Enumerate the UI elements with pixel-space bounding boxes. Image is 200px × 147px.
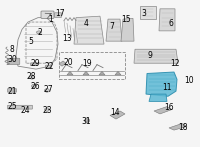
- FancyBboxPatch shape: [8, 105, 32, 109]
- Polygon shape: [67, 71, 73, 75]
- Text: 22: 22: [44, 62, 54, 71]
- Text: 9: 9: [148, 51, 152, 60]
- Text: 30: 30: [7, 55, 17, 64]
- Polygon shape: [154, 107, 172, 114]
- Polygon shape: [106, 19, 122, 41]
- Circle shape: [84, 119, 90, 122]
- Text: 14: 14: [110, 108, 120, 117]
- Polygon shape: [59, 61, 66, 66]
- Text: 26: 26: [30, 82, 40, 91]
- Text: 19: 19: [82, 59, 92, 69]
- FancyBboxPatch shape: [46, 65, 51, 68]
- Circle shape: [45, 108, 49, 111]
- Text: 27: 27: [43, 85, 53, 94]
- Polygon shape: [149, 94, 167, 101]
- Polygon shape: [83, 71, 89, 75]
- Polygon shape: [74, 16, 104, 44]
- Text: 23: 23: [42, 106, 52, 115]
- FancyBboxPatch shape: [54, 13, 62, 17]
- Text: 11: 11: [162, 83, 172, 92]
- Text: 16: 16: [164, 103, 174, 112]
- FancyBboxPatch shape: [31, 63, 37, 66]
- Text: 25: 25: [7, 102, 17, 111]
- Text: 7: 7: [110, 22, 114, 31]
- Polygon shape: [110, 111, 125, 119]
- Text: 24: 24: [20, 106, 30, 116]
- Polygon shape: [115, 71, 121, 75]
- Text: 3: 3: [142, 9, 146, 18]
- Polygon shape: [169, 123, 187, 130]
- Polygon shape: [121, 18, 134, 41]
- Text: 8: 8: [10, 45, 14, 55]
- FancyBboxPatch shape: [41, 11, 54, 18]
- Circle shape: [29, 75, 35, 79]
- Text: 21: 21: [7, 87, 17, 96]
- Circle shape: [45, 89, 49, 92]
- Text: 20: 20: [63, 58, 73, 67]
- Text: 2: 2: [38, 28, 42, 37]
- Text: 6: 6: [169, 19, 173, 28]
- Circle shape: [32, 84, 36, 88]
- Text: 31: 31: [81, 117, 91, 126]
- Polygon shape: [99, 71, 105, 75]
- Text: 4: 4: [84, 19, 88, 28]
- Text: 15: 15: [121, 15, 131, 24]
- Polygon shape: [159, 9, 175, 31]
- Polygon shape: [134, 49, 178, 63]
- Ellipse shape: [36, 31, 42, 34]
- Text: 12: 12: [170, 59, 180, 68]
- Text: 10: 10: [184, 76, 194, 85]
- Text: 1: 1: [49, 15, 53, 24]
- Polygon shape: [140, 6, 156, 19]
- FancyBboxPatch shape: [7, 58, 20, 65]
- Text: 28: 28: [26, 72, 36, 81]
- Polygon shape: [146, 72, 177, 96]
- FancyBboxPatch shape: [8, 89, 16, 92]
- Text: 17: 17: [55, 9, 65, 19]
- Text: 18: 18: [178, 123, 188, 132]
- Text: 13: 13: [62, 34, 72, 43]
- Text: 5: 5: [29, 37, 33, 46]
- Text: 29: 29: [30, 59, 40, 69]
